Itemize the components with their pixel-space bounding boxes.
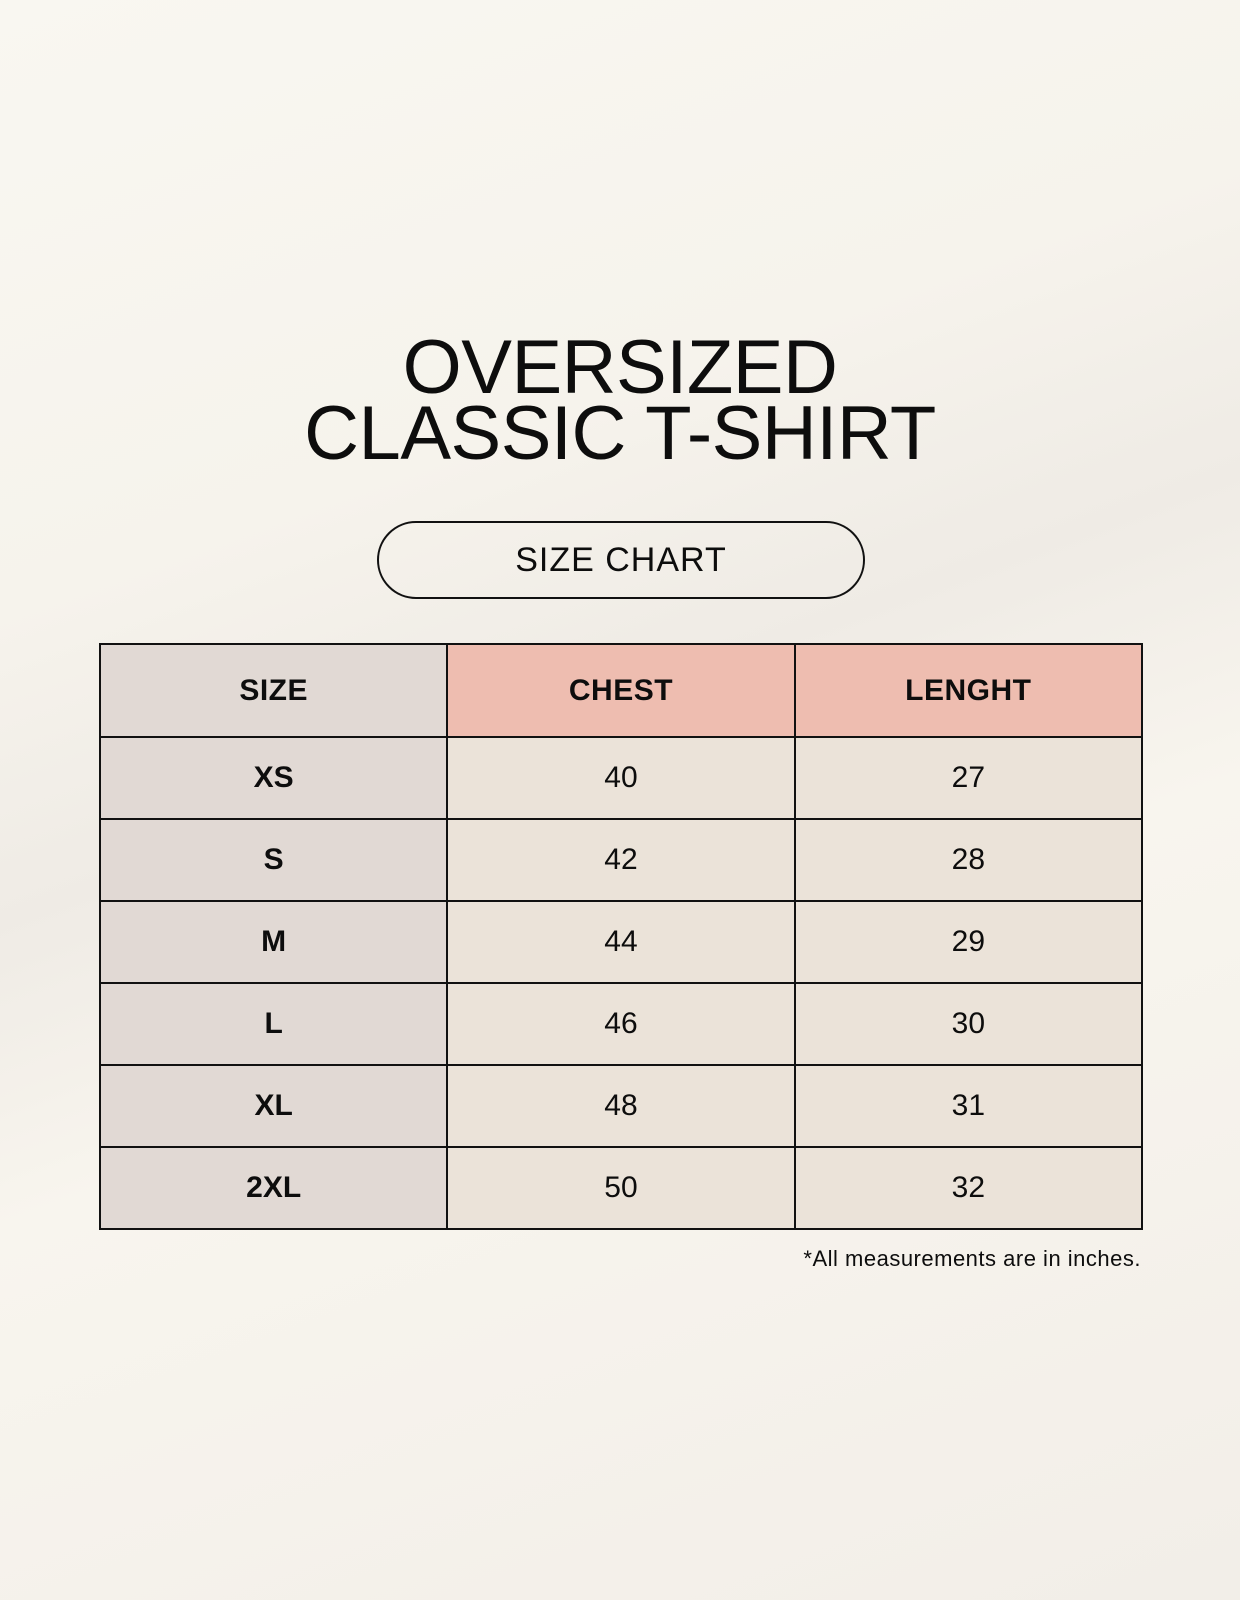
- table-row: 2XL 50 32: [98, 1146, 1144, 1230]
- header-length: LENGHT: [793, 643, 1144, 738]
- cell-size: XS: [98, 736, 449, 820]
- title-line-1: OVERSIZED: [402, 325, 838, 410]
- cell-chest: 40: [446, 736, 796, 820]
- title-line-2: CLASSIC T-SHIRT: [304, 391, 936, 476]
- cell-length: 30: [793, 982, 1144, 1066]
- table-row: XS 40 27: [98, 736, 1144, 820]
- cell-length: 29: [793, 900, 1144, 984]
- size-chart-badge: SIZE CHART: [377, 521, 865, 599]
- table-row: XL 48 31: [98, 1064, 1144, 1148]
- footnote: *All measurements are in inches.: [803, 1246, 1141, 1271]
- page-title: OVERSIZED CLASSIC T-SHIRT: [0, 325, 1240, 476]
- table-row: M 44 29: [98, 900, 1144, 984]
- cell-chest: 48: [446, 1064, 796, 1148]
- cell-length: 27: [793, 736, 1144, 820]
- table-row: L 46 30: [98, 982, 1144, 1066]
- cell-chest: 50: [446, 1146, 796, 1230]
- header-chest: CHEST: [446, 643, 796, 738]
- table-header-row: SIZE CHEST LENGHT: [98, 643, 1144, 738]
- header-size: SIZE: [98, 643, 449, 738]
- cell-size: XL: [98, 1064, 449, 1148]
- table-row: S 42 28: [98, 818, 1144, 902]
- cell-size: M: [98, 900, 449, 984]
- cell-chest: 46: [446, 982, 796, 1066]
- cell-length: 32: [793, 1146, 1144, 1230]
- cell-size: 2XL: [98, 1146, 449, 1230]
- cell-size: L: [98, 982, 449, 1066]
- cell-chest: 44: [446, 900, 796, 984]
- cell-length: 28: [793, 818, 1144, 902]
- size-table: SIZE CHEST LENGHT XS 40 27 S 42 28 M 44 29 L 46 30 X…: [98, 643, 1144, 1230]
- cell-length: 31: [793, 1064, 1144, 1148]
- cell-chest: 42: [446, 818, 796, 902]
- cell-size: S: [98, 818, 449, 902]
